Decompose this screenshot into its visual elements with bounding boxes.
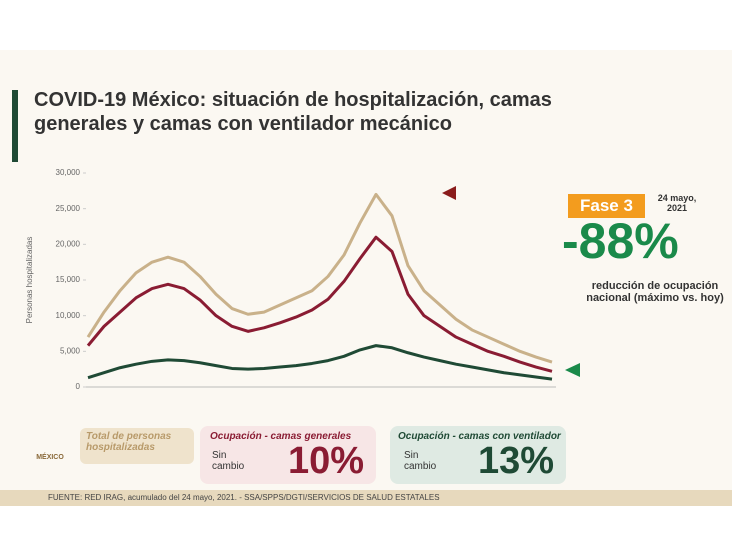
title: COVID-19 México: situación de hospitaliz… — [34, 89, 552, 135]
reduction: -88% — [562, 213, 679, 269]
series-line — [86, 192, 553, 364]
accent-bar — [12, 90, 18, 162]
series-line — [87, 344, 553, 381]
footer-bar — [0, 490, 732, 506]
marker-peak — [442, 186, 456, 200]
legend-total: Total de personas hospitalizadas — [80, 428, 194, 464]
logo: MÉXICO — [36, 454, 64, 461]
y-axis-label: Personas hospitalizadas — [25, 237, 34, 324]
y-tick-label: 15,000 — [56, 275, 81, 284]
change-note: Sin cambio — [212, 450, 245, 472]
legend-general: Ocupación - camas generales Sin cambio 1… — [200, 426, 376, 484]
series-line — [86, 235, 553, 373]
y-tick-label: 5,000 — [60, 346, 81, 355]
marker-current — [565, 363, 580, 377]
pct: 10% — [288, 440, 365, 482]
legend-ventilator: Ocupación - camas con ventilador Sin cam… — [390, 426, 566, 484]
change-note: Sin cambio — [404, 450, 437, 472]
reduction-note: reducción de ocupación nacional (máximo … — [586, 280, 724, 304]
y-tick-label: 30,000 — [56, 168, 81, 177]
legend-label: Ocupación - camas generales — [210, 431, 352, 442]
y-tick-label: 20,000 — [56, 239, 81, 248]
footer: FUENTE: RED IRAG, acumulado del 24 mayo,… — [48, 493, 440, 502]
y-tick-label: 0 — [76, 382, 81, 391]
y-tick-label: 10,000 — [56, 311, 81, 320]
date: 24 mayo, 2021 — [657, 193, 697, 213]
phase-badge: Fase 3 — [568, 194, 645, 218]
legend-label: Ocupación - camas con ventilador — [398, 431, 561, 442]
y-tick-label: 25,000 — [56, 204, 81, 213]
pct: 13% — [478, 440, 555, 482]
